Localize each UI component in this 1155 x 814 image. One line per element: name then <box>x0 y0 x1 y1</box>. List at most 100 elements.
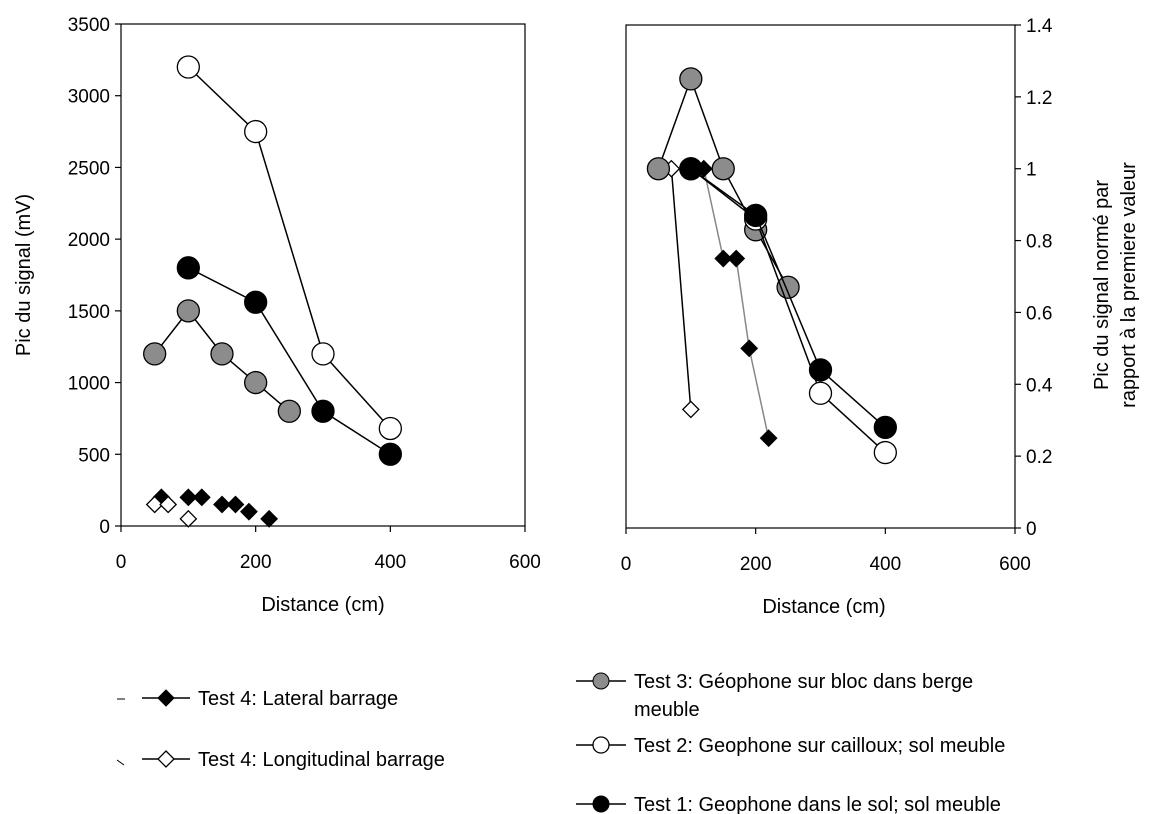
left-y-ticks: 0 500 1000 1500 2000 2500 3000 3500 <box>68 15 121 538</box>
left-y-tick-label: 3000 <box>68 87 110 108</box>
legend-marker-circle-gray <box>592 672 610 690</box>
left-point-test-2-geophone-sur-cailloux-sol-meuble <box>176 55 200 79</box>
legend-label-lateral-barrage: Test 4: Lateral barrage <box>198 688 398 710</box>
left-point-test-4-lateral-barrage <box>260 509 279 528</box>
left-point-test-4-lateral-barrage <box>192 488 211 507</box>
left-x-tick-label: 400 <box>374 552 406 573</box>
left-series-group <box>143 55 402 528</box>
left-series-test-2-geophone-sur-cailloux-sol-meuble <box>176 55 402 441</box>
left-point-test-3-g-ophone-sur-bloc-dans-berge-meuble <box>210 342 234 366</box>
left-point-test-2-geophone-sur-cailloux-sol-meuble <box>311 342 335 366</box>
right-y-axis-title: Pic du signal normé par rapport à la pre… <box>1091 162 1140 408</box>
legend-marker-diamond-open <box>157 750 175 768</box>
right-y-tick-label: 0 <box>1026 519 1037 540</box>
right-series-line-test-2-geophone-sur-cailloux-sol-meuble <box>690 168 886 454</box>
left-series-test-4-longitudinal-barrage <box>145 495 198 528</box>
right-point-test-3-g-ophone-sur-bloc-dans-berge-meuble <box>711 157 735 181</box>
right-y-tick-label: 0.6 <box>1026 303 1052 324</box>
right-x-tick-label: 400 <box>869 554 901 575</box>
left-y-tick-label: 0 <box>99 517 110 538</box>
right-x-axis-title: Distance (cm) <box>762 596 885 618</box>
left-x-tick-label: 600 <box>509 552 541 573</box>
left-y-tick-label: 1500 <box>68 302 110 323</box>
right-point-test-1-geophone-dans-le-sol-sol-meuble <box>873 415 897 440</box>
left-y-tick-label: 2500 <box>68 158 110 179</box>
left-point-test-1-geophone-dans-le-sol-sol-meuble <box>311 399 335 423</box>
right-y-tick-label: 0.8 <box>1026 232 1052 253</box>
right-point-test-3-g-ophone-sur-bloc-dans-berge-meuble <box>646 157 671 181</box>
left-x-ticks: 0 200 400 600 <box>116 526 541 573</box>
left-point-test-3-g-ophone-sur-bloc-dans-berge-meuble <box>277 399 301 423</box>
legend-label-test3-line-1: Test 3: Géophone sur bloc dans berge <box>634 671 973 693</box>
left-y-tick-label: 2000 <box>68 230 110 251</box>
right-chart: 0 0.2 0.4 0.6 0.8 1 1.2 1.4 0 200 400 600 Distance… <box>621 16 1140 618</box>
right-y-ticks: 0 0.2 0.4 0.6 0.8 1 1.2 1.4 <box>1015 16 1053 540</box>
left-x-tick-label: 0 <box>116 552 127 573</box>
left-y-tick-label: 500 <box>78 445 110 466</box>
right-y-tick-label: 1 <box>1026 160 1037 181</box>
right-y-tick-label: 1.4 <box>1026 16 1053 37</box>
left-series-test-1-geophone-dans-le-sol-sol-meuble <box>176 256 402 466</box>
left-series-line-test-2-geophone-sur-cailloux-sol-meuble <box>187 66 391 430</box>
right-point-test-1-geophone-dans-le-sol-sol-meuble <box>808 358 833 382</box>
right-x-tick-label: 0 <box>621 554 632 575</box>
right-point-test-4-lateral-barrage <box>714 249 733 268</box>
right-series-test-1-geophone-dans-le-sol-sol-meuble <box>679 157 897 440</box>
right-series-group <box>646 67 897 465</box>
legend-marker-circle-filled <box>592 795 610 813</box>
right-point-test-1-geophone-dans-le-sol-sol-meuble <box>744 203 768 228</box>
left-y-tick-label: 3500 <box>68 15 110 36</box>
left-series-test-3-g-ophone-sur-bloc-dans-berge-meuble <box>143 299 301 423</box>
right-point-test-4-lateral-barrage <box>740 339 759 358</box>
left-point-test-3-g-ophone-sur-bloc-dans-berge-meuble <box>143 342 167 366</box>
left-point-test-4-lateral-barrage <box>213 495 231 514</box>
right-y-axis-title-line-1: Pic du signal normé par <box>1091 180 1113 390</box>
right-point-test-2-geophone-sur-cailloux-sol-meuble <box>808 381 833 405</box>
left-point-test-1-geophone-dans-le-sol-sol-meuble <box>244 290 268 314</box>
legend: Test 4: Lateral barrage Test 4: Longitud… <box>116 671 1005 814</box>
left-point-test-2-geophone-sur-cailloux-sol-meuble <box>244 119 268 144</box>
right-point-test-4-lateral-barrage <box>759 429 778 448</box>
right-point-test-2-geophone-sur-cailloux-sol-meuble <box>873 440 897 465</box>
left-series-line-test-1-geophone-dans-le-sol-sol-meuble <box>187 267 391 455</box>
right-point-test-1-geophone-dans-le-sol-sol-meuble <box>679 157 703 181</box>
legend-item-test1: Test 1: Geophone dans le sol; sol meuble <box>576 794 1001 814</box>
legend-marker-diamond-filled <box>157 689 175 707</box>
right-plot-area <box>625 24 1016 529</box>
left-point-test-1-geophone-dans-le-sol-sol-meuble <box>378 442 402 466</box>
right-series-line-test-1-geophone-dans-le-sol-sol-meuble <box>690 168 886 428</box>
legend-label-longitudinal-barrage: Test 4: Longitudinal barrage <box>198 749 445 771</box>
legend-label-test3-line-2: meuble <box>634 699 700 721</box>
right-y-tick-label: 0.2 <box>1026 447 1052 468</box>
right-x-ticks: 0 200 400 600 <box>621 528 1031 575</box>
legend-item-test2: Test 2: Geophone sur cailloux; sol meubl… <box>576 735 1005 757</box>
right-point-test-4-longitudinal-barrage <box>681 400 700 419</box>
legend-label-test2: Test 2: Geophone sur cailloux; sol meubl… <box>634 735 1005 757</box>
left-point-test-4-lateral-barrage <box>179 488 198 507</box>
left-point-test-4-longitudinal-barrage <box>179 509 198 528</box>
legend-label-test1: Test 1: Geophone dans le sol; sol meuble <box>634 794 1001 814</box>
left-x-tick-label: 200 <box>240 552 272 573</box>
left-point-test-3-g-ophone-sur-bloc-dans-berge-meuble <box>244 370 268 395</box>
left-point-test-4-lateral-barrage <box>240 502 258 521</box>
left-point-test-3-g-ophone-sur-bloc-dans-berge-meuble <box>176 299 200 323</box>
left-point-test-4-lateral-barrage <box>226 495 245 514</box>
right-y-tick-label: 0.4 <box>1026 375 1053 396</box>
right-x-tick-label: 600 <box>999 554 1031 575</box>
left-point-test-2-geophone-sur-cailloux-sol-meuble <box>378 416 402 441</box>
legend-item-test3: Test 3: Géophone sur bloc dans berge meu… <box>576 671 973 721</box>
right-x-tick-label: 200 <box>740 554 772 575</box>
left-y-tick-label: 1000 <box>68 374 110 395</box>
right-y-axis-title-line-2: rapport à la premiere valeur <box>1118 162 1140 408</box>
left-point-test-4-longitudinal-barrage <box>159 495 178 514</box>
legend-marker-circle-open <box>592 736 610 754</box>
left-point-test-1-geophone-dans-le-sol-sol-meuble <box>176 256 200 280</box>
left-y-axis-title: Pic du signal (mV) <box>13 194 35 356</box>
right-y-tick-label: 1.2 <box>1026 88 1052 109</box>
left-point-test-4-longitudinal-barrage <box>145 495 164 514</box>
left-x-axis-title: Distance (cm) <box>261 594 384 616</box>
legend-dash <box>116 759 125 766</box>
legend-item-longitudinal-barrage: Test 4: Longitudinal barrage <box>116 749 445 771</box>
